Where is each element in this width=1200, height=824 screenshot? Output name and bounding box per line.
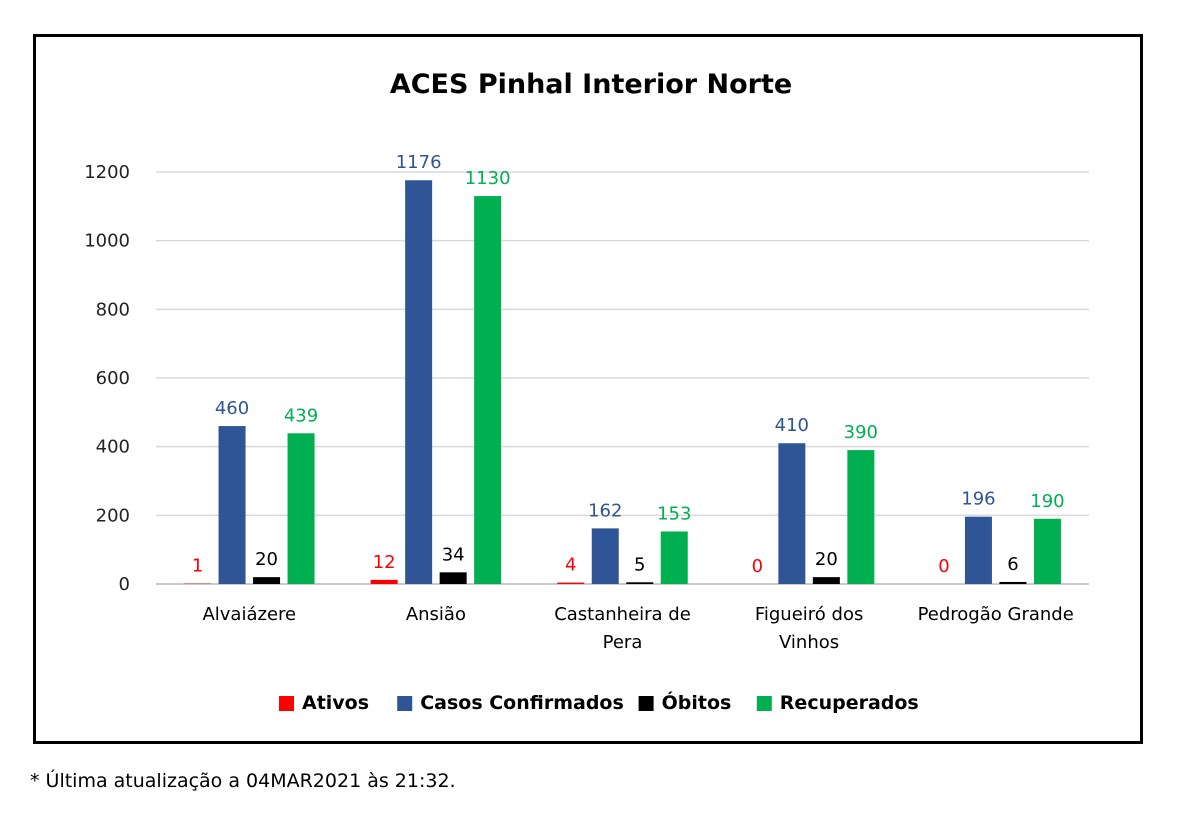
bar	[557, 582, 585, 584]
bar	[405, 180, 433, 585]
bar	[439, 572, 467, 584]
x-category-label: Vinhos	[779, 632, 839, 653]
y-tick-label: 1000	[84, 231, 130, 252]
y-tick-label: 0	[119, 574, 130, 595]
bar	[591, 528, 619, 584]
bars	[184, 180, 1061, 585]
bar	[370, 579, 398, 584]
data-label: 4	[565, 555, 576, 576]
x-category-label: Ansião	[406, 604, 466, 625]
x-category-label: Castanheira de	[554, 604, 691, 625]
chart-title: ACES Pinhal Interior Norte	[390, 69, 792, 100]
data-label: 20	[255, 549, 278, 570]
legend-swatch	[279, 696, 294, 711]
bar	[626, 582, 654, 584]
legend: Ativos Casos Confirmados Óbitos Recuperados	[279, 690, 919, 714]
y-axis-ticks: 0 200 400 600 800 1000 1200	[84, 162, 130, 595]
data-label: 439	[284, 405, 318, 426]
data-label: 190	[1030, 491, 1064, 512]
x-category-label: Pedrogão Grande	[918, 604, 1074, 625]
data-label: 153	[657, 503, 691, 524]
legend-swatch	[638, 696, 654, 711]
y-tick-label: 800	[96, 299, 130, 320]
bar	[1033, 518, 1061, 584]
bar	[253, 577, 281, 584]
data-label: 460	[215, 398, 249, 419]
data-label: 34	[442, 544, 465, 565]
chart-frame: ACES Pinhal Interior Norte 0 200 400 600 800…	[33, 34, 1143, 744]
x-category-label: Figueiró dos	[755, 604, 864, 625]
data-label: 5	[634, 554, 645, 575]
legend-label: Óbitos	[662, 690, 732, 714]
bar	[287, 433, 315, 584]
x-category-label: Alvaiázere	[202, 604, 296, 625]
legend-label: Recuperados	[780, 692, 919, 714]
data-label: 6	[1007, 554, 1018, 575]
data-label: 0	[938, 556, 949, 577]
bar	[218, 426, 246, 584]
data-label: 390	[844, 422, 878, 443]
bar-chart: ACES Pinhal Interior Norte 0200400600800…	[84, 69, 1089, 714]
legend-swatch	[756, 696, 772, 711]
y-tick-label: 1200	[84, 162, 130, 183]
bar	[812, 577, 840, 584]
data-label: 20	[815, 549, 838, 570]
data-label: 196	[961, 489, 995, 510]
bar	[964, 516, 992, 584]
data-label: 1130	[465, 168, 511, 189]
legend-label: Ativos	[302, 692, 369, 714]
data-label: 162	[588, 500, 622, 521]
bar	[999, 581, 1027, 584]
data-labels: 1 460 20 439 12 1176 34 1130 4 162 5 153 0 410 20 390 0 1…	[192, 152, 1065, 577]
x-category-label: Pera	[603, 632, 643, 653]
bar	[660, 531, 688, 584]
bar	[474, 196, 502, 585]
legend-label: Casos Confirmados	[420, 692, 624, 714]
y-tick-label: 200	[96, 505, 130, 526]
y-tick-label: 400	[96, 437, 130, 458]
bar	[778, 443, 806, 584]
bar	[847, 450, 875, 584]
footnote: * Última atualização a 04MAR2021 às 21:3…	[30, 770, 456, 792]
data-label: 410	[775, 415, 809, 436]
data-label: 12	[373, 552, 396, 573]
data-label: 1176	[396, 152, 442, 173]
y-tick-label: 600	[96, 368, 130, 389]
data-label: 0	[752, 556, 763, 577]
legend-swatch	[397, 696, 413, 711]
x-axis-categories: Alvaiázere Ansião Castanheira de Pera Figuei…	[202, 604, 1073, 653]
data-label: 1	[192, 556, 203, 577]
